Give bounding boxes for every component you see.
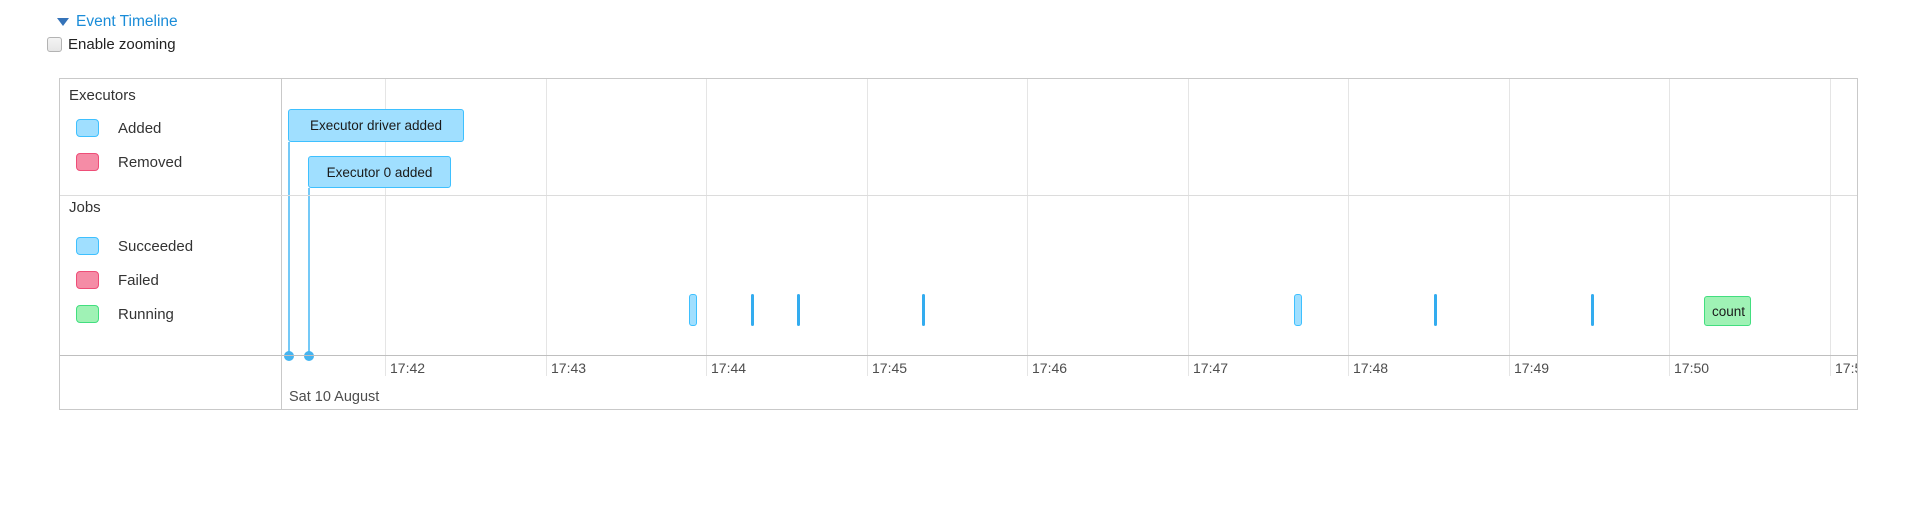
event-timeline-toggle[interactable]: Event Timeline [57, 13, 178, 31]
enable-zooming-checkbox[interactable] [47, 37, 62, 52]
legend-swatch-added [76, 119, 99, 137]
legend-item: Running [69, 302, 280, 326]
executor-added-item[interactable]: Executor driver added [288, 109, 464, 142]
enable-zooming-label: Enable zooming [68, 36, 176, 53]
legend-label: Failed [118, 271, 159, 289]
axis-line [60, 355, 1857, 356]
axis-tick-label: 17:48 [1353, 360, 1389, 376]
axis-tick-label: 17:49 [1514, 360, 1550, 376]
job-succeeded-item[interactable] [751, 294, 754, 326]
time-gridline [1348, 79, 1349, 376]
legend-group-jobs: Jobs Succeeded Failed Running [60, 195, 280, 326]
axis-tick-label: 17:50 [1674, 360, 1710, 376]
executor-added-item[interactable]: Executor 0 added [308, 156, 451, 188]
legend-item: Removed [69, 150, 280, 174]
legend-item: Succeeded [69, 234, 280, 258]
enable-zooming-control: Enable zooming [47, 36, 176, 53]
axis-tick-label: 17:47 [1193, 360, 1229, 376]
legend-label: Succeeded [118, 237, 194, 255]
chevron-down-icon [57, 18, 69, 26]
legend-group-title: Jobs [69, 199, 101, 216]
axis-tick-label: 17:44 [711, 360, 747, 376]
timeline-legend: Executors Added Removed Jobs Succeeded Failed… [60, 79, 282, 409]
legend-swatch-failed [76, 271, 99, 289]
time-gridline [1830, 79, 1831, 376]
axis-tick-label: 17:45 [872, 360, 908, 376]
legend-swatch-removed [76, 153, 99, 171]
item-dot [284, 351, 294, 361]
job-running-item[interactable]: count [1704, 296, 1751, 326]
job-succeeded-item[interactable] [689, 294, 697, 326]
job-succeeded-item[interactable] [922, 294, 925, 326]
item-dot [304, 351, 314, 361]
item-stem-line [288, 142, 290, 356]
legend-swatch-running [76, 305, 99, 323]
lane-divider [60, 195, 1857, 196]
legend-group-title: Executors [69, 87, 136, 104]
legend-label: Running [118, 305, 174, 323]
legend-swatch-succeeded [76, 237, 99, 255]
time-gridline [385, 79, 386, 376]
axis-major-label: Sat 10 August [289, 389, 380, 405]
job-succeeded-item[interactable] [1591, 294, 1594, 326]
job-succeeded-item[interactable] [797, 294, 800, 326]
item-stem-line [308, 188, 310, 356]
job-succeeded-item[interactable] [1294, 294, 1302, 326]
legend-label: Removed [118, 153, 183, 171]
axis-tick-label: 17:43 [551, 360, 587, 376]
time-gridline [1669, 79, 1670, 376]
legend-item: Failed [69, 268, 280, 292]
time-gridline [1027, 79, 1028, 376]
time-gridline [546, 79, 547, 376]
time-gridline [867, 79, 868, 376]
job-succeeded-item[interactable] [1434, 294, 1437, 326]
event-timeline-title: Event Timeline [76, 13, 178, 30]
legend-item: Added [69, 116, 280, 140]
axis-tick-label: 17:42 [390, 360, 426, 376]
time-gridline [1509, 79, 1510, 376]
timeline-panel: 17:42 17:43 17:44 17:45 17:46 17:47 17:48 17:49… [59, 78, 1858, 410]
axis-tick-label: 17:51 [1835, 360, 1857, 376]
time-gridline [706, 79, 707, 376]
axis-tick-label: 17:46 [1032, 360, 1068, 376]
time-gridline [1188, 79, 1189, 376]
legend-group-executors: Executors Added Removed [60, 79, 280, 174]
legend-label: Added [118, 119, 162, 137]
